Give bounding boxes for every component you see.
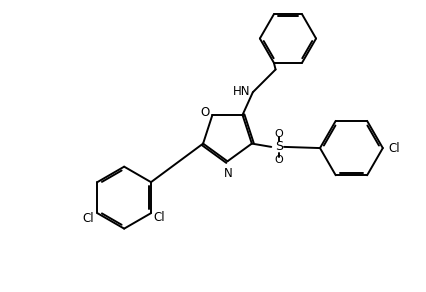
Text: O: O xyxy=(274,155,283,165)
Text: Cl: Cl xyxy=(153,211,165,224)
Text: S: S xyxy=(275,140,283,153)
Text: Cl: Cl xyxy=(389,142,400,154)
Text: N: N xyxy=(224,168,233,180)
Text: HN: HN xyxy=(233,85,250,98)
Text: O: O xyxy=(274,129,283,139)
Text: O: O xyxy=(200,106,210,119)
Text: Cl: Cl xyxy=(83,212,94,225)
